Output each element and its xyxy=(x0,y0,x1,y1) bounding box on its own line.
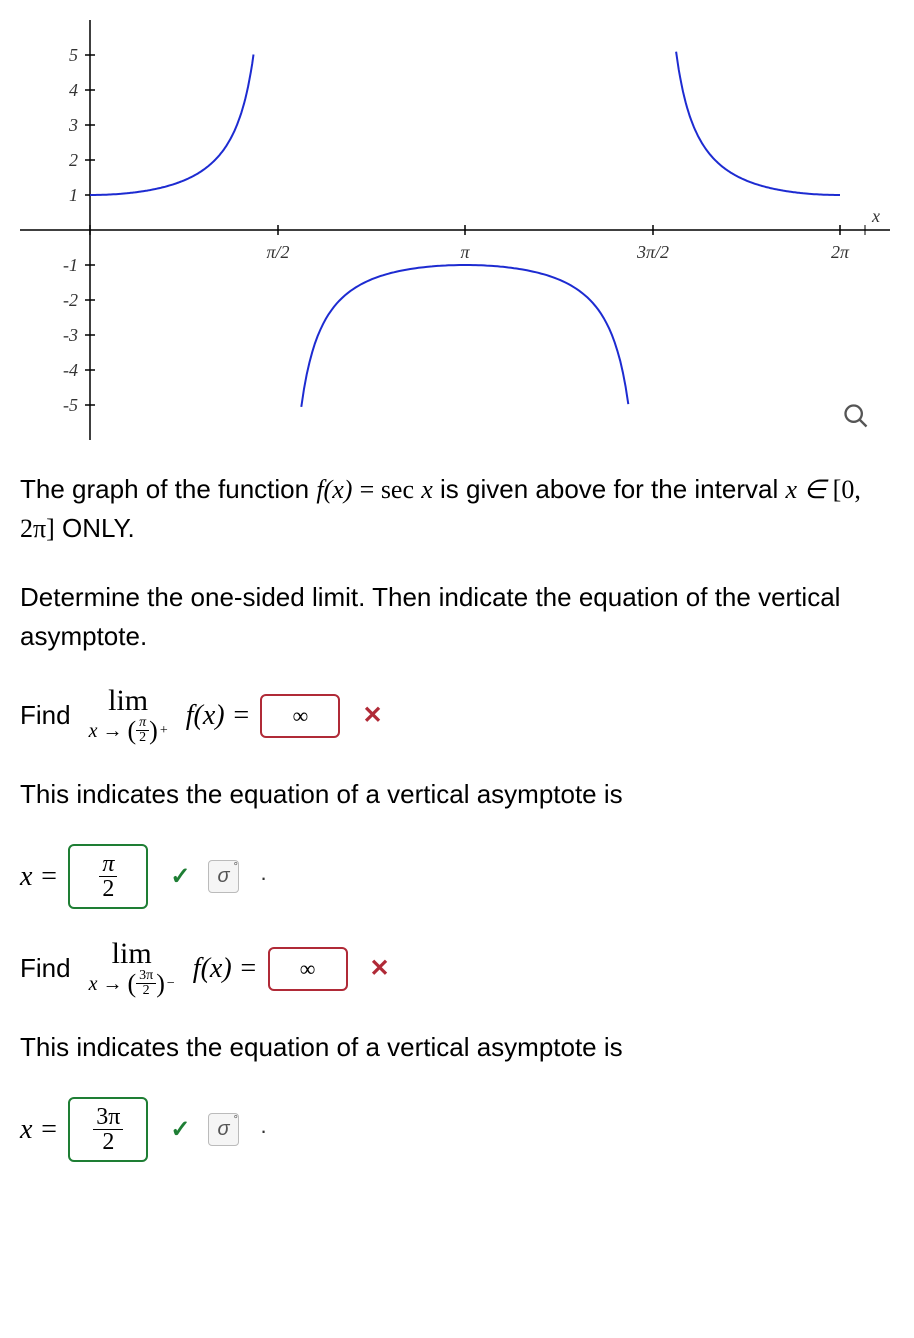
asymptote-row-1: x = π 2 ✓ σ° . xyxy=(20,844,894,909)
answer-input-2[interactable]: ∞ xyxy=(268,947,348,991)
svg-text:5: 5 xyxy=(69,45,78,65)
check-icon: ✓ xyxy=(170,862,190,891)
svg-text:1: 1 xyxy=(69,185,78,205)
svg-text:2π: 2π xyxy=(831,242,850,262)
cross-icon: ✕ xyxy=(370,954,390,983)
dot-indicator: . xyxy=(261,860,267,886)
secant-graph: π/2 π 3π/2 2π x 5 4 3 2 1 -1 -2 -3 -4 -5 xyxy=(20,20,890,440)
asymptote-text-1: This indicates the equation of a vertica… xyxy=(20,775,894,814)
svg-text:x: x xyxy=(871,206,880,226)
asymptote-input-1[interactable]: π 2 xyxy=(68,844,148,909)
asymptote-row-2: x = 3π 2 ✓ σ° . xyxy=(20,1097,894,1162)
svg-text:-5: -5 xyxy=(63,395,78,415)
svg-text:π/2: π/2 xyxy=(266,242,289,262)
fx-equals-1: f(x) = xyxy=(186,700,251,732)
sigma-button[interactable]: σ° xyxy=(208,860,238,893)
find-label: Find xyxy=(20,953,71,984)
svg-text:4: 4 xyxy=(69,80,78,100)
sigma-button[interactable]: σ° xyxy=(208,1113,238,1146)
determine-paragraph: Determine the one-sided limit. Then indi… xyxy=(20,578,894,656)
limit-expression-2: lim x → ( 3π 2 ) − xyxy=(89,939,175,998)
svg-text:2: 2 xyxy=(69,150,78,170)
svg-text:-3: -3 xyxy=(63,325,78,345)
answer-input-1[interactable]: ∞ xyxy=(260,694,340,738)
intro-paragraph: The graph of the function f(x) = sec x i… xyxy=(20,470,894,548)
limit-row-2: Find lim x → ( 3π 2 ) − f(x) = ∞ ✕ xyxy=(20,939,894,998)
asymptote-input-2[interactable]: 3π 2 xyxy=(68,1097,148,1162)
svg-text:-1: -1 xyxy=(63,255,78,275)
x-equals-label: x = xyxy=(20,1114,58,1146)
svg-text:3: 3 xyxy=(68,115,78,135)
svg-text:π: π xyxy=(460,242,470,262)
magnify-icon[interactable] xyxy=(842,402,870,430)
svg-text:-4: -4 xyxy=(63,360,78,380)
fx-equals-2: f(x) = xyxy=(193,953,258,985)
asymptote-text-2: This indicates the equation of a vertica… xyxy=(20,1028,894,1067)
cross-icon: ✕ xyxy=(362,701,382,730)
graph-svg: π/2 π 3π/2 2π x 5 4 3 2 1 -1 -2 -3 -4 -5 xyxy=(20,20,890,440)
dot-indicator: . xyxy=(261,1113,267,1139)
find-label: Find xyxy=(20,700,71,731)
svg-text:3π/2: 3π/2 xyxy=(636,242,669,262)
check-icon: ✓ xyxy=(170,1115,190,1144)
x-equals-label: x = xyxy=(20,861,58,893)
limit-expression-1: lim x → ( π 2 ) + xyxy=(89,686,168,745)
limit-row-1: Find lim x → ( π 2 ) + f(x) = ∞ ✕ xyxy=(20,686,894,745)
svg-text:-2: -2 xyxy=(63,290,78,310)
